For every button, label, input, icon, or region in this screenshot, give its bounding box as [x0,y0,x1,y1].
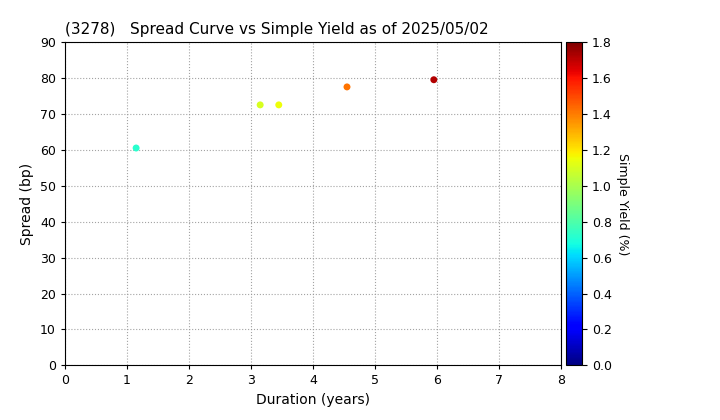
Point [428,76,440,83]
Text: (3278)   Spread Curve vs Simple Yield as of 2025/05/02: (3278) Spread Curve vs Simple Yield as o… [65,22,488,37]
Point [254,102,266,108]
X-axis label: Duration (years): Duration (years) [256,393,370,407]
Point [341,84,353,90]
Y-axis label: Spread (bp): Spread (bp) [20,163,35,245]
Y-axis label: Simple Yield (%): Simple Yield (%) [616,152,629,255]
Point [130,144,142,151]
Point [273,102,284,108]
